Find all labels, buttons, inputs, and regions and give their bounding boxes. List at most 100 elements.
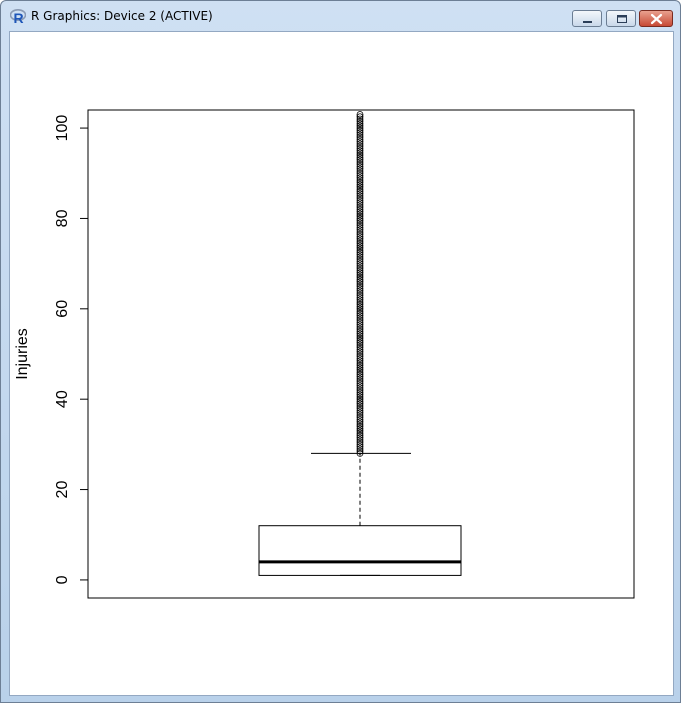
outlier-point: [356, 407, 364, 414]
outlier-point: [356, 389, 364, 396]
outlier-point: [356, 206, 364, 213]
outlier-point: [356, 172, 364, 179]
outlier-point: [356, 438, 364, 446]
outlier-point: [356, 183, 364, 191]
outlier-point: [356, 296, 364, 304]
outlier-point: [356, 377, 364, 385]
outlier-point: [356, 142, 364, 150]
outlier-point: [356, 221, 364, 229]
outlier-point: [356, 294, 364, 301]
outlier-point: [356, 357, 364, 365]
outlier-point: [356, 131, 364, 139]
maximize-button[interactable]: [606, 10, 636, 27]
outlier-point: [356, 129, 364, 136]
outlier-point: [356, 224, 364, 231]
outlier-point: [356, 287, 364, 295]
minimize-button[interactable]: [572, 10, 602, 27]
outlier-point: [356, 355, 364, 362]
outlier-point: [356, 318, 364, 326]
outlier-point: [356, 257, 364, 265]
outlier-point: [356, 364, 364, 371]
outlier-point: [356, 219, 364, 227]
outlier-point: [356, 239, 364, 247]
outlier-point: [356, 445, 364, 453]
outlier-point: [356, 305, 364, 313]
outlier-point: [356, 379, 364, 387]
outlier-point: [356, 126, 364, 134]
y-tick-label: 40: [54, 390, 71, 408]
plot-area: Injuries 0 20 40 60 80 100: [9, 31, 674, 696]
outlier-point: [356, 413, 364, 421]
outlier-point: [356, 375, 364, 383]
boxplot-chart: Injuries 0 20 40 60 80 100: [14, 109, 635, 599]
outlier-point: [356, 260, 364, 268]
outlier-point: [356, 230, 364, 238]
outlier-point: [356, 418, 364, 426]
outlier-point: [356, 196, 364, 204]
outlier-point: [356, 248, 364, 256]
outlier-point: [356, 384, 364, 392]
outlier-point: [356, 246, 364, 254]
outlier-point: [356, 111, 364, 118]
outlier-point: [356, 400, 364, 408]
outlier-point: [356, 393, 364, 401]
close-button[interactable]: [639, 10, 673, 27]
outlier-point: [356, 300, 364, 308]
outlier-point: [356, 443, 364, 451]
outlier-point: [356, 291, 364, 299]
outlier-point: [356, 187, 364, 195]
outlier-point: [356, 316, 364, 324]
outlier-point: [356, 160, 364, 168]
outlier-point: [356, 167, 364, 175]
outlier-point: [356, 201, 364, 209]
outlier-point: [356, 420, 364, 428]
outlier-point: [356, 416, 364, 423]
outlier-point: [356, 169, 364, 177]
title-bar[interactable]: R R Graphics: Device 2 (ACTIVE): [1, 1, 680, 31]
outlier-point: [356, 328, 364, 335]
outlier-point: [356, 411, 364, 419]
outlier-point: [356, 271, 364, 279]
outlier-point: [356, 264, 364, 272]
outlier-point: [356, 337, 364, 344]
y-axis-label: Injuries: [14, 328, 31, 380]
svg-text:R: R: [14, 10, 24, 24]
outlier-point: [356, 278, 364, 286]
outlier-point: [356, 325, 364, 333]
outlier-point: [356, 425, 364, 432]
outlier-point: [356, 395, 364, 403]
outlier-point: [356, 436, 364, 444]
outlier-point: [356, 361, 364, 369]
outlier-point: [356, 348, 364, 356]
outlier-point: [356, 386, 364, 394]
outlier-point: [356, 330, 364, 338]
outlier-point: [356, 178, 364, 186]
outlier-point: [356, 199, 364, 207]
outlier-point: [356, 255, 364, 263]
outlier-point: [356, 192, 364, 200]
outlier-point: [356, 124, 364, 132]
outlier-point: [356, 434, 364, 441]
outlier-point: [356, 158, 364, 166]
outlier-point: [356, 280, 364, 288]
y-axis: 0 20 40 60 80 100: [54, 115, 89, 584]
outlier-point: [356, 373, 364, 380]
outlier-point: [356, 185, 364, 193]
outlier-point: [356, 440, 364, 448]
outlier-point: [356, 269, 364, 277]
outlier-point: [356, 312, 364, 319]
outlier-point: [356, 154, 364, 161]
outlier-point: [356, 135, 364, 143]
outlier-point: [356, 176, 364, 184]
outlier-point: [356, 334, 364, 342]
outlier-point: [356, 113, 364, 121]
outlier-point: [356, 208, 364, 216]
outlier-point: [356, 346, 364, 353]
outlier-point: [356, 341, 364, 349]
y-tick-label: 80: [54, 209, 71, 227]
outlier-point: [356, 151, 364, 159]
outlier-point: [356, 174, 364, 182]
r-logo-icon: R: [10, 9, 26, 24]
outlier-point: [356, 237, 364, 245]
outlier-point: [356, 343, 364, 351]
